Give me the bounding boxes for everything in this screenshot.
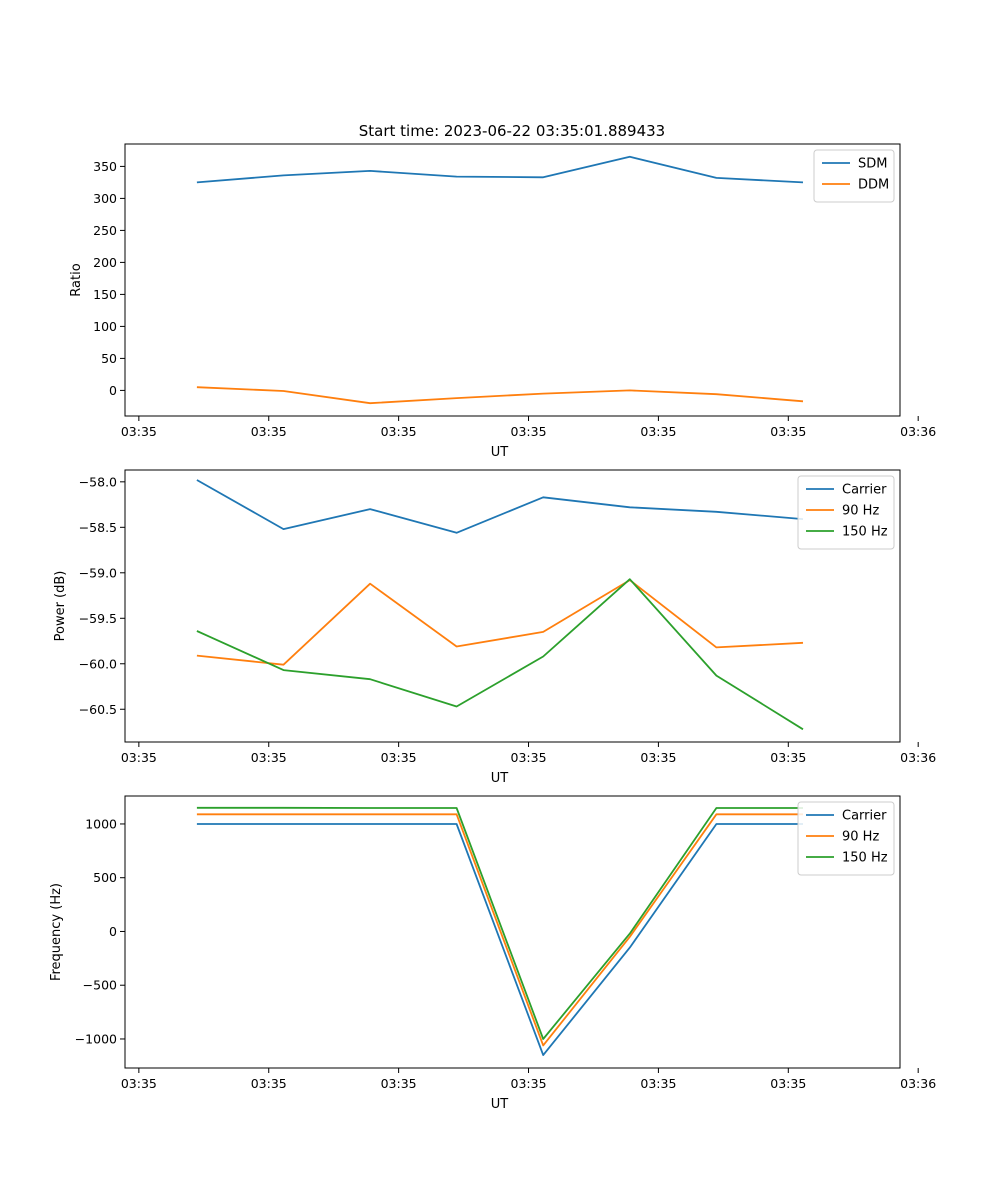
x-tick-label: 03:35: [770, 750, 806, 765]
x-tick-label: 03:35: [770, 1076, 806, 1091]
series-line-ddm: [196, 386, 804, 405]
legend-entry: 90 Hz: [842, 504, 879, 519]
y-tick-label: 150: [93, 287, 117, 302]
chart-panel-3: 03:35 03:35 03:35 03:35 03:35 03:35 03:36 −1000…: [49, 795, 936, 1112]
y-tick-label: 50: [101, 351, 117, 366]
y-tick-label: 0: [109, 924, 117, 939]
y-tick-label: 300: [93, 191, 117, 206]
x-tick-label: 03:35: [121, 750, 157, 765]
legend-entry: 90 Hz: [842, 830, 879, 845]
legend: SDM DDM: [813, 149, 895, 203]
y-tick-label: −60.0: [79, 656, 117, 671]
legend-entry: Carrier: [842, 809, 887, 824]
legend-entry: SDM: [858, 157, 887, 172]
y-tick-label: 500: [93, 870, 117, 885]
legend: Carrier 90 Hz 150 Hz: [797, 475, 895, 550]
legend-entry: Carrier: [842, 483, 887, 498]
series-line-90-hz: [196, 813, 803, 1047]
x-tick-label: 03:35: [511, 750, 547, 765]
x-tick-label: 03:35: [121, 1076, 157, 1091]
x-axis-label: UT: [491, 1097, 509, 1112]
x-tick-label: 03:35: [251, 424, 287, 439]
x-axis-label: UT: [491, 445, 509, 460]
y-tick-label: −58.0: [79, 474, 117, 489]
chart-panel-2: 03:35 03:35 03:35 03:35 03:35 03:35 03:36 −60.5…: [53, 469, 936, 786]
x-tick-label: 03:35: [251, 1076, 287, 1091]
x-tick-label: 03:35: [251, 750, 287, 765]
x-axis-label: UT: [491, 771, 509, 786]
figure-title: Start time: 2023-06-22 03:35:01.889433: [359, 122, 665, 140]
legend: Carrier 90 Hz 150 Hz: [797, 801, 895, 876]
y-tick-label: 200: [93, 255, 117, 270]
x-tick-label: 03:35: [381, 1076, 417, 1091]
y-tick-label: −59.5: [79, 611, 117, 626]
x-tick-label: 03:35: [640, 750, 676, 765]
legend-entry: DDM: [858, 178, 889, 193]
series-line-carrier: [196, 823, 803, 1056]
x-tick-label: 03:35: [511, 424, 547, 439]
y-tick-label: 1000: [85, 816, 117, 831]
x-tick-label: 03:35: [381, 424, 417, 439]
x-tick-label: 03:35: [511, 1076, 547, 1091]
axes-frame: [124, 795, 901, 1069]
x-tick-label: 03:35: [121, 424, 157, 439]
x-tick-label: 03:35: [640, 424, 676, 439]
y-axis-label: Frequency (Hz): [49, 883, 64, 981]
y-axis-label: Power (dB): [53, 571, 68, 642]
y-tick-label: 250: [93, 223, 117, 238]
series-line-150-hz: [196, 578, 804, 731]
y-tick-label: −58.5: [79, 520, 117, 535]
x-tick-label: 03:36: [900, 750, 936, 765]
y-tick-label: −60.5: [79, 702, 117, 717]
series-line-sdm: [196, 155, 804, 184]
x-tick-label: 03:36: [900, 424, 936, 439]
legend-entry: 150 Hz: [842, 851, 888, 866]
x-tick-label: 03:35: [381, 750, 417, 765]
y-tick-label: 100: [93, 319, 117, 334]
chart-panel-1: 03:35 03:35 03:35 03:35 03:35 03:35 03:36 0 50 10…: [69, 143, 936, 460]
y-tick-label: −59.0: [79, 565, 117, 580]
x-tick-label: 03:35: [640, 1076, 676, 1091]
legend-entry: 150 Hz: [842, 525, 888, 540]
y-tick-label: −500: [83, 978, 117, 993]
y-axis-label: Ratio: [69, 263, 84, 296]
series-line-150-hz: [196, 806, 803, 1040]
y-tick-label: −1000: [75, 1031, 117, 1046]
series-line-carrier: [196, 479, 804, 534]
axes-frame: [124, 143, 901, 417]
x-tick-label: 03:35: [770, 424, 806, 439]
axes-frame: [124, 469, 901, 743]
y-tick-label: 350: [93, 159, 117, 174]
x-tick-label: 03:36: [900, 1076, 936, 1091]
y-tick-label: 0: [109, 383, 117, 398]
series-line-90-hz: [196, 579, 804, 666]
panels: 03:35 03:35 03:35 03:35 03:35 03:35 03:36 0 50 10…: [49, 143, 936, 1112]
